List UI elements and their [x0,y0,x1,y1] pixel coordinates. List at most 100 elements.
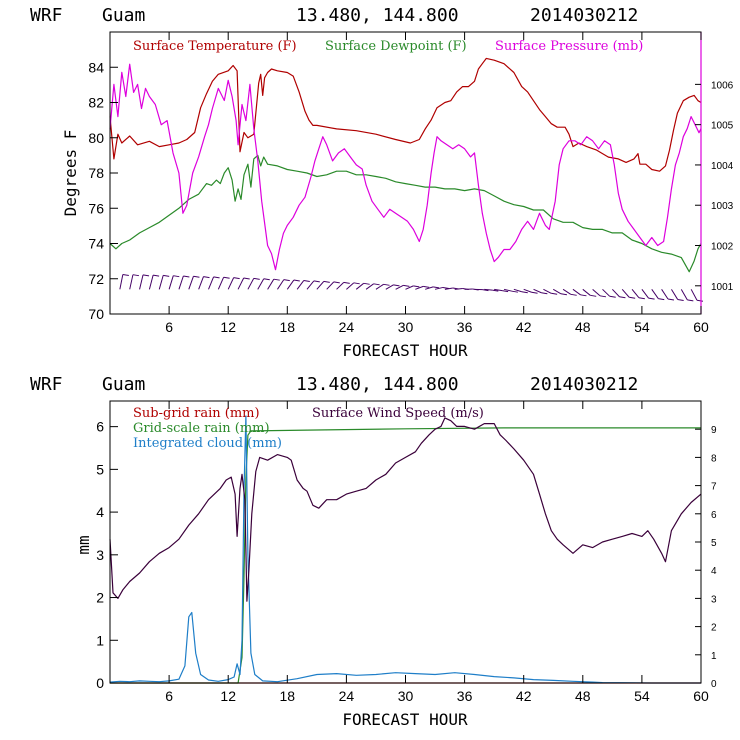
series-line-surface-temperature [109,57,702,172]
x-tick-label: 18 [280,688,296,704]
series-line-surface-dewpoint [109,154,702,273]
series-line-surface-pressure [109,63,702,271]
wind-barb [326,281,340,290]
wind-barb [503,288,519,293]
wind-barb [336,281,350,290]
x-tick-label: 6 [165,319,173,335]
wind-barb [425,286,440,290]
x-tick-label: 24 [339,688,355,704]
y2-tick-label: 1004 [711,161,734,172]
x-tick-label: 60 [693,319,709,335]
wind-barb [148,274,160,290]
x-tick-label: 54 [634,688,650,704]
y2-tick-label: 1002 [711,242,734,253]
legend-subgrid-rain: Sub-grid rain (mm) [133,406,260,421]
wind-barb [494,288,509,293]
wind-barb [277,279,290,290]
wind-barb [306,280,320,290]
x-tick-label: 30 [398,319,414,335]
y-axis-right: 0 1 2 3 4 5 6 7 8 9 [695,425,717,690]
header-init: 2014030212 [530,374,638,395]
y-axis-left: 70 72 74 76 78 80 82 84 [88,59,118,322]
y2-tick-label: 1001 [711,282,734,293]
wind-barb [267,278,280,290]
wind-barb [178,275,190,290]
header-location: Guam [102,5,145,26]
y2-tick-label: 0 [711,679,717,690]
wind-barb [257,278,270,290]
x-tick-label: 12 [220,688,236,704]
y2-tick-label: 8 [711,453,717,464]
y2-tick-label: 3 [711,594,717,605]
legend-integrated-cloud: Integrated cloud (mm) [133,436,282,451]
wind-barb [158,274,170,290]
wind-barb [227,277,240,290]
wind-barb [671,289,684,301]
wind-barb [533,288,548,295]
wind-barb [395,284,410,290]
y2-tick-label: 6 [711,510,717,521]
legend-temperature: Surface Temperature (F) [133,39,297,54]
wind-barb [375,283,390,290]
wind-barb [415,285,430,290]
wind-barb [572,288,587,297]
chart-top: WRF Guam 13.480, 144.800 2014030212 6 12 1… [30,5,734,360]
y-tick-label: 80 [88,130,104,146]
y-axis-label: Degrees F [61,130,80,217]
wind-barb [139,274,150,290]
x-tick-label: 24 [339,319,355,335]
y2-tick-label: 1 [711,651,717,662]
x-axis-label: FORECAST HOUR [342,710,468,729]
x-tick-label: 36 [457,688,473,704]
x-axis-label: FORECAST HOUR [342,341,468,360]
wind-barb [513,288,528,294]
y2-tick-label: 5 [711,538,717,549]
y-tick-label: 78 [88,165,104,181]
wind-barbs [119,273,704,302]
plot-area [109,57,704,302]
x-tick-label: 6 [165,688,173,704]
y-axis-right: 1001 1002 1003 1004 1005 1006 [695,80,734,293]
legend-gridscale-rain: Grid-scale rain (mm) [133,421,270,436]
y2-tick-label: 1003 [711,201,734,212]
x-tick-label: 42 [516,688,532,704]
y-tick-label: 72 [88,271,104,287]
wind-barb [641,289,655,300]
x-tick-label: 30 [398,688,414,704]
wind-barb [217,276,230,290]
y-tick-label: 74 [88,236,104,252]
wind-barb [680,289,694,302]
legend-pressure: Surface Pressure (mb) [495,39,643,54]
wind-barb [355,282,370,290]
x-tick-label: 60 [693,688,709,704]
y-tick-label: 76 [88,200,104,216]
wind-barb [286,279,300,290]
x-tick-label: 36 [457,319,473,335]
wind-barb [247,277,260,290]
wind-barb [385,284,400,290]
y2-tick-label: 7 [711,482,717,493]
x-tick-label: 48 [575,688,591,704]
y-tick-label: 84 [88,59,104,75]
wind-barb [474,288,489,292]
wind-barb [651,289,665,301]
wind-barb [237,277,250,290]
wind-barb [690,289,704,302]
wind-barb [346,282,360,290]
y2-tick-label: 9 [711,425,717,436]
y-tick-label: 1 [96,632,104,648]
wind-barb [198,276,210,290]
legend-wind-speed: Surface Wind Speed (m/s) [312,406,484,421]
wind-barb [119,273,129,290]
wind-barb [592,288,607,298]
y-tick-label: 6 [96,419,104,435]
y-tick-label: 2 [96,590,104,606]
header-model: WRF [30,5,63,26]
header-location: Guam [102,374,145,395]
series-line-integrated-cloud [109,415,701,684]
y-tick-label: 3 [96,547,104,563]
x-tick-label: 54 [634,319,650,335]
wind-barb [523,288,538,294]
wind-barb [602,288,616,298]
series-line-surface-wind-speed [109,417,702,602]
